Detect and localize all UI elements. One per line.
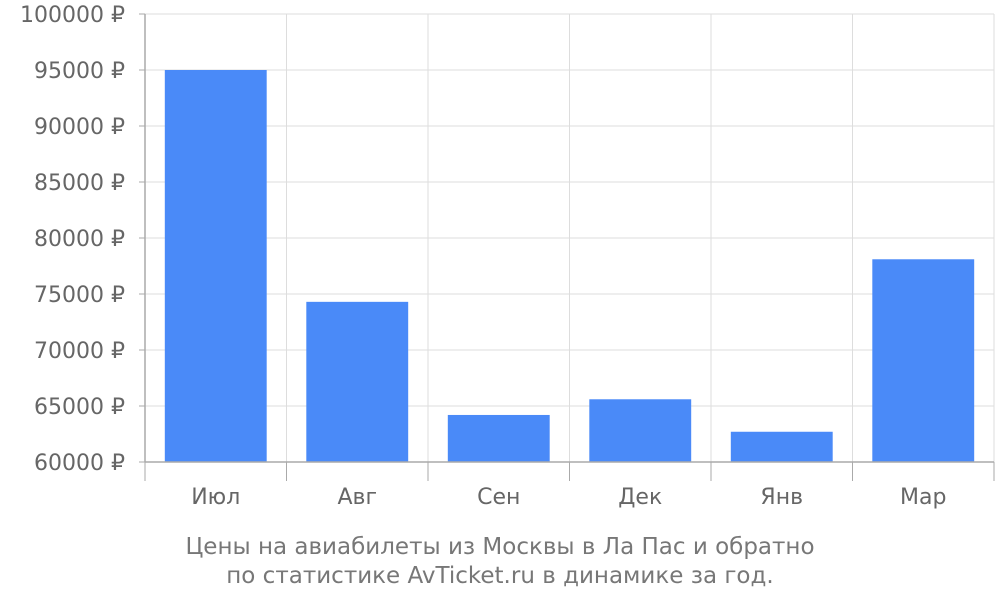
x-tick-label: Июл — [191, 485, 240, 510]
x-tick-label: Сен — [477, 485, 520, 510]
bar-3 — [589, 399, 692, 462]
x-tick-label: Авг — [337, 485, 377, 510]
x-tick-label: Янв — [760, 485, 803, 510]
bar-4 — [730, 431, 833, 462]
y-tick-label: 90000 ₽ — [34, 115, 125, 140]
y-tick-label: 65000 ₽ — [34, 395, 125, 420]
y-tick-label: 80000 ₽ — [34, 227, 125, 252]
y-tick-label: 60000 ₽ — [34, 451, 125, 476]
x-tick-label: Мар — [900, 485, 946, 510]
bar-5 — [872, 259, 975, 462]
y-tick-label: 100000 ₽ — [20, 3, 125, 28]
y-tick-label: 85000 ₽ — [34, 171, 125, 196]
bar-0 — [164, 70, 267, 462]
y-tick-label: 70000 ₽ — [34, 339, 125, 364]
y-tick-label: 95000 ₽ — [34, 59, 125, 84]
y-tick-label: 75000 ₽ — [34, 283, 125, 308]
x-tick-label: Дек — [618, 485, 662, 510]
bar-1 — [306, 301, 409, 462]
chart-caption-line-2: по статистике AvTicket.ru в динамике за … — [226, 563, 774, 589]
chart-caption-line-1: Цены на авиабилеты из Москвы в Ла Пас и … — [185, 534, 815, 560]
bar-2 — [447, 414, 550, 462]
